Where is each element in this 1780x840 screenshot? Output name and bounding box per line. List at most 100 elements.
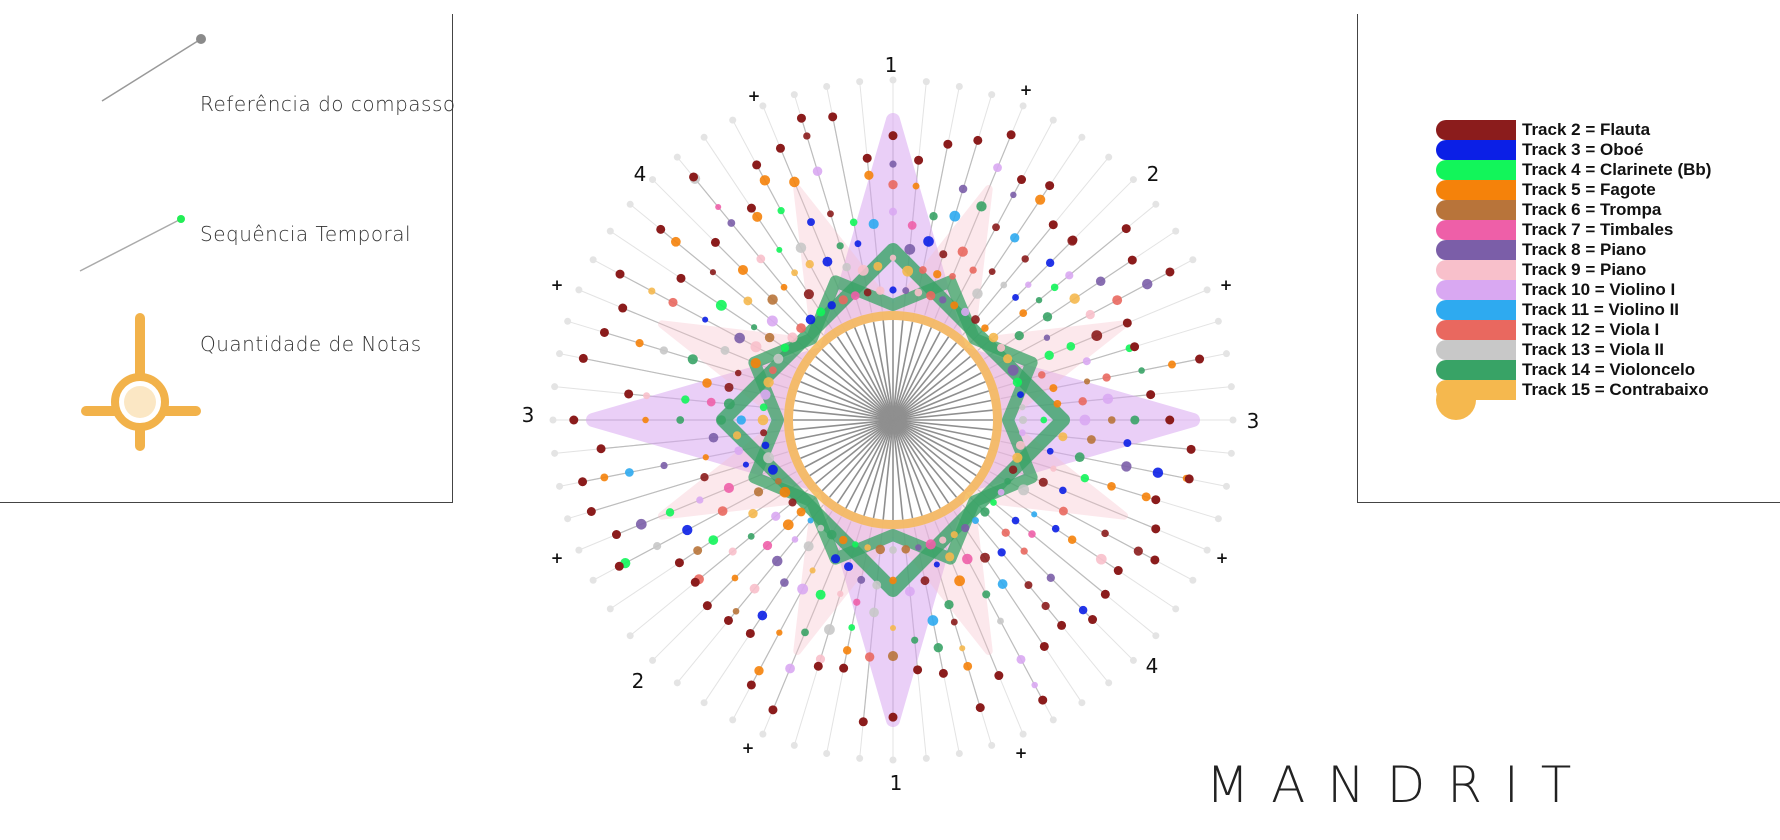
note-dot (850, 291, 860, 300)
sequence-spoke (892, 419, 941, 509)
note-dot (1007, 364, 1019, 376)
note-dot (1024, 581, 1033, 590)
note-dot (1014, 330, 1024, 341)
note-dot (976, 201, 987, 212)
track-label: Track 14 = Violoncelo (1522, 360, 1696, 379)
note-dot (888, 179, 898, 190)
track-legend-item: Track 10 = Violino I (1436, 280, 1711, 300)
reference-dot (1172, 605, 1180, 613)
flute-note-dot (1100, 589, 1110, 599)
note-dot (852, 541, 859, 548)
note-dot (939, 536, 947, 544)
sequence-spoke (892, 419, 933, 513)
reference-dot (823, 83, 831, 91)
flute-note-dot (746, 203, 756, 213)
reference-dot (922, 754, 930, 762)
note-dot (708, 535, 719, 545)
flute-note-dot (1150, 555, 1160, 565)
note-dot (1102, 373, 1111, 382)
beat-label-right: 3 (1247, 409, 1260, 433)
sequence-spoke (892, 409, 993, 421)
note-dot (1010, 191, 1017, 199)
note-dot (1152, 467, 1164, 478)
sequence-spoke (892, 419, 914, 519)
note-dot (660, 461, 668, 470)
reference-dot (1105, 679, 1113, 687)
note-dot (1031, 511, 1038, 518)
note-dot (1066, 342, 1076, 351)
sequence-spoke (815, 355, 894, 421)
note-dot (1012, 294, 1019, 301)
flute-note-dot (1151, 495, 1161, 505)
flute-note-dot (1122, 318, 1132, 328)
track-legend-item: Track 12 = Viola I (1436, 320, 1711, 340)
reference-dot (1222, 482, 1230, 490)
note-dot (805, 260, 814, 269)
sequence-spoke (892, 419, 923, 516)
note-dot (997, 343, 1006, 352)
note-dot (780, 283, 788, 291)
track-legend-item: Track 9 = Piano (1436, 260, 1711, 280)
reference-dot (606, 227, 614, 235)
note-dot (757, 610, 768, 621)
sequence-spoke (892, 336, 950, 421)
measure-reference-label: Referência do compasso (200, 92, 456, 116)
beat-label-upper-left: 4 (634, 162, 647, 186)
plus-marker: + (1216, 549, 1229, 567)
flute-note-dot (624, 389, 634, 399)
track-color-swatch (1436, 320, 1516, 340)
note-dot (787, 332, 798, 343)
note-dot (754, 666, 764, 676)
reference-dot (1203, 286, 1211, 294)
track-color-swatch (1436, 300, 1516, 320)
time-sequence-icon (79, 215, 185, 272)
flute-note-dot (611, 530, 621, 540)
note-dot (1053, 399, 1062, 408)
note-dot (696, 496, 704, 504)
note-dot (864, 652, 875, 662)
note-dot (687, 354, 698, 365)
reference-dot (889, 756, 897, 764)
note-dot (887, 650, 899, 662)
note-dot (1001, 528, 1010, 537)
note-dot (1021, 255, 1029, 263)
note-dot (715, 203, 722, 211)
note-dot (709, 269, 717, 276)
sequence-spoke (892, 419, 977, 477)
reference-dot (1105, 153, 1113, 161)
reference-dot (1227, 449, 1235, 457)
sequence-line (953, 511, 1045, 647)
sequence-spoke (821, 348, 894, 421)
beat-label-bottom: 1 (890, 771, 903, 795)
note-dot (889, 546, 897, 554)
track-legend-item: Track 3 = Oboé (1436, 140, 1711, 160)
reference-dot (988, 91, 996, 99)
note-dot (759, 403, 768, 412)
track-label: Track 5 = Fagote (1522, 180, 1656, 199)
sequence-spoke (809, 419, 894, 477)
flute-note-dot (745, 628, 755, 638)
note-dot (665, 508, 675, 517)
contrabass-ring (784, 311, 1002, 529)
note-dot (1121, 461, 1132, 472)
note-dot (990, 499, 997, 506)
note-dot (944, 599, 954, 610)
note-dot (747, 532, 755, 540)
flute-note-dot (813, 661, 823, 671)
reference-dot (556, 350, 564, 358)
note-dot (706, 397, 716, 407)
note-dot (1012, 452, 1023, 463)
reference-dot (551, 449, 559, 457)
note-dot (1046, 573, 1055, 582)
sequence-spoke (892, 419, 993, 431)
note-dot (1050, 283, 1059, 292)
sequence-spoke (863, 324, 894, 421)
track-legend-item: Track 7 = Timbales (1436, 220, 1711, 240)
note-dot (708, 432, 719, 443)
flute-note-dot (994, 671, 1004, 681)
flute-note-dot (689, 172, 699, 182)
flute-note-dot (578, 477, 588, 487)
sequence-spoke (892, 419, 982, 468)
note-dot (785, 663, 795, 674)
